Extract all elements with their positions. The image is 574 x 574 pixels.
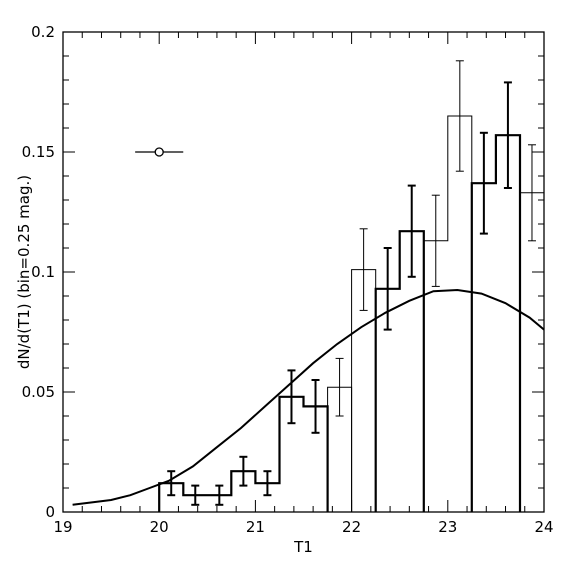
y-tick-label: 0.05 — [22, 383, 55, 401]
y-tick-label: 0.1 — [31, 263, 55, 281]
error-bar-layer — [167, 60, 536, 506]
x-tick-label: 22 — [342, 518, 361, 536]
ticks-layer — [62, 31, 545, 513]
x-axis-label: T1 — [293, 538, 313, 556]
y-axis-label: dN/d(T1) (bin=0.25 mag.) — [15, 175, 33, 369]
histogram-steps — [158, 395, 329, 512]
x-tick-label: 23 — [438, 518, 457, 536]
y-tick-label: 0.15 — [22, 143, 55, 161]
histogram-steps — [374, 230, 425, 512]
histogram-layer — [158, 115, 545, 512]
y-tick-label: 0.2 — [31, 23, 55, 41]
histogram-steps — [423, 115, 473, 512]
error-bar-marker-layer — [135, 147, 184, 157]
error-bar-marker-circle — [154, 147, 164, 157]
x-tick-label: 20 — [150, 518, 169, 536]
model-curve-layer — [72, 288, 545, 506]
x-tick-label: 21 — [246, 518, 265, 536]
histogram-steps — [470, 134, 522, 512]
x-tick-label: 24 — [534, 518, 553, 536]
tick-labels: 19 20 21 22 23 24 0 0.05 0.1 0.15 0.2 — [22, 23, 554, 536]
x-tick-label: 19 — [53, 518, 72, 536]
model-curve — [72, 288, 545, 506]
y-tick-label: 0 — [45, 503, 55, 521]
